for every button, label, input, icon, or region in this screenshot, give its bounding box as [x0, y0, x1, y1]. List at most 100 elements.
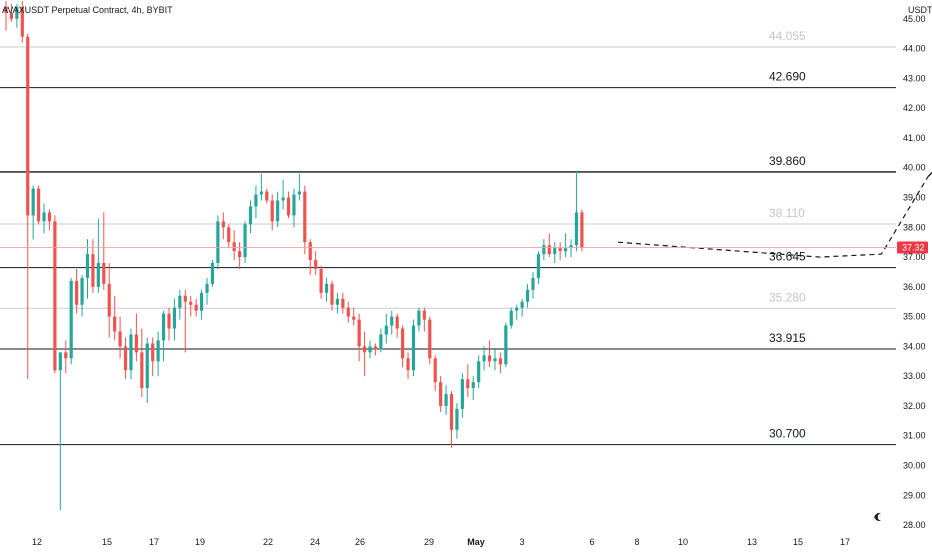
time-tick-7: 29: [424, 537, 434, 547]
candle-body-48: [265, 191, 269, 201]
candle-body-21: [118, 331, 122, 347]
candle-body-46: [254, 194, 258, 207]
candle-body-61: [335, 298, 340, 305]
time-tick-3: 19: [195, 537, 205, 547]
level-label-2: 39.860: [769, 154, 806, 168]
price-axis[interactable]: 28.00 29.00 30.00 31.00 32.00 33.00 34.00 35.00…: [903, 14, 926, 530]
price-tick-34: 34.00: [903, 341, 926, 351]
candle-body-54: [297, 191, 301, 195]
time-tick-4: 22: [263, 537, 273, 547]
current-price-tag: [897, 241, 928, 254]
price-tick-36: 36.00: [903, 282, 926, 292]
candle-body-50: [276, 200, 280, 222]
candle-body-13: [75, 280, 79, 305]
candle-body-89: [487, 355, 492, 362]
settings-icon[interactable]: [873, 513, 881, 521]
price-tick-45: 45.00: [903, 14, 926, 24]
candle-body-14: [80, 277, 84, 305]
time-tick-9: 3: [519, 537, 524, 547]
candle-body-41: [227, 227, 231, 243]
candle-body-88: [482, 355, 486, 362]
candle-body-99: [542, 245, 546, 255]
candle-body-58: [319, 268, 323, 293]
candle-body-102: [558, 248, 562, 252]
candle-body-81: [444, 394, 448, 406]
price-tick-39: 39.00: [903, 193, 926, 203]
candle-body-32: [178, 295, 182, 308]
candle-body-47: [259, 191, 263, 195]
candle-body-29: [161, 313, 166, 341]
candle-body-37: [205, 283, 209, 293]
price-tick-33: 33.00: [903, 371, 926, 381]
candle-body-15: [85, 254, 90, 278]
candle-body-3: [20, 6, 24, 37]
level-label-4: 36.645: [769, 250, 806, 264]
time-axis[interactable]: 12 15 17 19 22 24 26 29 May 3 6 8 10 13 15 17: [32, 537, 850, 547]
time-tick-14: 15: [793, 537, 803, 547]
candle-body-63: [346, 307, 350, 317]
time-tick-13: 13: [747, 537, 757, 547]
candle-body-87: [477, 361, 481, 383]
candle-body-80: [439, 382, 443, 406]
candle-body-49: [270, 200, 274, 222]
candle-body-22: [123, 346, 128, 371]
time-tick-1: 15: [102, 537, 112, 547]
candle-body-7: [42, 212, 46, 222]
candle-body-74: [406, 358, 410, 371]
candle-body-17: [96, 263, 100, 287]
candle-body-68: [373, 346, 378, 350]
candle-body-96: [525, 289, 530, 302]
candle-body-19: [107, 283, 111, 317]
candle-body-42: [232, 242, 236, 252]
candle-body-75: [411, 325, 416, 371]
currency-label: USDT: [908, 5, 932, 15]
candle-body-94: [515, 307, 519, 311]
price-tick-37: 37.00: [903, 252, 926, 262]
candle-body-0: [4, 6, 8, 13]
level-label-1: 42.690: [769, 70, 806, 84]
levels-layer: 44.055 42.690 39.860 38.110 36.645 35.280 33.9…: [0, 29, 896, 446]
candle-body-90: [493, 358, 497, 362]
candle-body-25: [140, 352, 144, 389]
candle-body-84: [460, 379, 464, 409]
price-tick-38: 38.00: [903, 222, 926, 232]
candle-body-70: [384, 325, 388, 335]
candle-body-71: [390, 316, 394, 326]
candle-body-93: [509, 310, 513, 326]
candle-body-65: [357, 319, 361, 347]
price-line-layer: 37.32: [0, 241, 928, 254]
time-tick-15: 17: [840, 537, 850, 547]
candle-body-18: [102, 263, 106, 284]
candle-body-59: [324, 283, 329, 293]
candle-body-91: [498, 358, 503, 365]
candle-body-66: [362, 346, 367, 353]
candle-body-67: [368, 346, 372, 353]
candle-body-6: [36, 188, 41, 222]
candle-body-4: [26, 36, 30, 216]
candle-body-23: [129, 334, 133, 371]
time-tick-2: 17: [149, 537, 159, 547]
candle-body-11: [64, 352, 68, 359]
candle-body-40: [221, 221, 225, 228]
candle-body-82: [449, 394, 454, 430]
level-label-5: 35.280: [769, 290, 806, 304]
projection-layer: [617, 171, 932, 258]
candle-body-30: [167, 313, 171, 329]
candle-body-78: [428, 319, 432, 359]
candle-body-2: [15, 6, 19, 19]
price-tick-41: 41.00: [903, 133, 926, 143]
candle-body-85: [466, 379, 470, 389]
candle-body-97: [531, 277, 535, 290]
level-label-6: 33.915: [769, 331, 806, 345]
symbol-title: AVAXUSDT Perpetual Contract, 4h, BYBIT: [2, 5, 173, 15]
candle-body-77: [422, 310, 426, 320]
candle-body-73: [401, 328, 405, 359]
candle-body-34: [189, 301, 193, 305]
candle-body-36: [199, 292, 204, 311]
candles-layer: [4, 1, 584, 511]
candle-body-104: [569, 245, 573, 249]
candle-body-55: [303, 191, 307, 243]
candle-body-28: [156, 340, 160, 362]
